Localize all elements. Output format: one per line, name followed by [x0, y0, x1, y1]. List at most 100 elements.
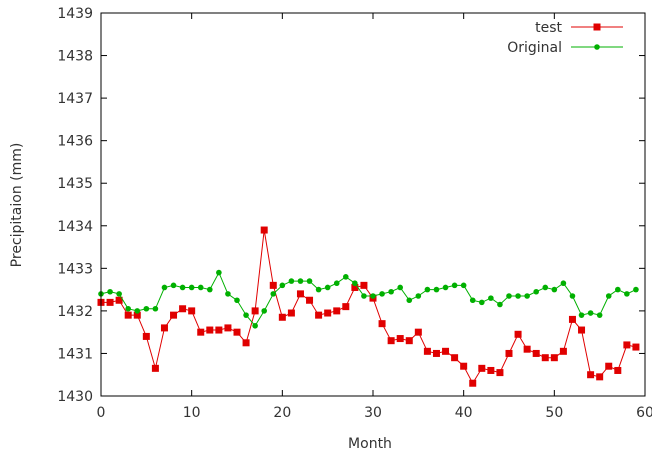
data-point-test: [523, 345, 531, 353]
y-tick-label: 1435: [57, 176, 93, 192]
y-tick-label: 1431: [57, 346, 93, 362]
data-point-test: [378, 320, 386, 328]
data-point-original: [578, 312, 585, 318]
data-point-test: [387, 337, 395, 345]
y-tick-label: 1432: [57, 304, 93, 320]
data-point-test: [432, 349, 440, 357]
data-point-test: [532, 349, 540, 357]
x-tick-label: 30: [364, 405, 382, 421]
data-point-original: [324, 284, 331, 291]
data-point-original: [134, 308, 141, 314]
data-point-test: [505, 349, 513, 357]
data-point-test: [550, 354, 558, 362]
data-point-test: [197, 328, 205, 336]
x-tick-label: 20: [273, 405, 291, 421]
data-point-original: [315, 286, 322, 293]
data-point-original: [270, 291, 277, 297]
data-point-test: [278, 313, 286, 321]
data-point-test: [106, 298, 114, 306]
data-point-test: [568, 315, 576, 323]
data-point-test: [224, 324, 232, 332]
data-point-test: [142, 332, 150, 340]
x-tick-label: 60: [636, 405, 652, 421]
data-point-test: [405, 337, 413, 345]
data-point-test: [514, 330, 522, 338]
data-point-original: [279, 282, 286, 289]
data-point-test: [596, 373, 604, 381]
x-tick-label: 0: [97, 405, 106, 421]
data-point-original: [406, 297, 413, 304]
data-point-test: [460, 362, 468, 370]
data-point-test: [188, 307, 196, 315]
y-tick-label: 1434: [57, 219, 93, 235]
data-point-original: [415, 293, 422, 299]
data-point-original: [343, 274, 349, 280]
data-point-test: [414, 328, 422, 336]
data-point-test: [360, 281, 368, 289]
data-point-original: [388, 288, 394, 295]
data-point-original: [433, 286, 440, 293]
data-point-original: [587, 310, 594, 316]
data-point-test: [632, 343, 640, 351]
data-point-test: [179, 305, 187, 313]
data-point-test: [296, 290, 304, 298]
data-point-test: [478, 364, 486, 372]
data-point-original: [379, 291, 385, 297]
data-point-test: [333, 307, 341, 315]
data-point-original: [524, 293, 530, 299]
data-point-test: [605, 362, 613, 370]
axis-ticks: [100, 12, 646, 397]
data-point-original: [560, 280, 567, 287]
data-point-test: [324, 309, 332, 317]
data-point-test: [396, 335, 404, 343]
data-point-original: [216, 269, 222, 276]
data-point-original: [352, 280, 358, 287]
y-tick-label: 1436: [57, 134, 93, 150]
data-point-original: [624, 291, 630, 297]
x-tick-label: 50: [545, 405, 563, 421]
legend-marker-original: [594, 44, 600, 50]
y-tick-label: 1430: [57, 389, 93, 405]
data-point-original: [479, 299, 485, 306]
legend-label-original: Original: [507, 40, 562, 56]
data-point-test: [623, 341, 631, 349]
data-point-test: [315, 311, 323, 319]
data-point-original: [633, 286, 639, 293]
data-point-test: [541, 354, 549, 362]
data-point-test: [133, 311, 141, 319]
data-point-test: [215, 326, 223, 334]
data-point-original: [515, 293, 521, 299]
data-point-test: [496, 369, 504, 377]
legend-marker-test: [593, 23, 601, 31]
data-point-original: [252, 322, 258, 329]
legend: test Original: [507, 20, 623, 56]
data-point-original: [596, 312, 603, 318]
data-point-test: [442, 347, 450, 355]
data-point-test: [469, 379, 477, 387]
data-point-original: [207, 286, 213, 293]
data-point-original: [605, 293, 612, 299]
y-tick-label: 1433: [57, 261, 93, 277]
data-point-original: [569, 293, 576, 299]
data-point-original: [506, 293, 512, 299]
data-point-original: [424, 286, 431, 293]
data-point-test: [487, 366, 495, 374]
data-point-original: [297, 278, 304, 284]
y-tick-label: 1439: [57, 6, 93, 22]
data-point-original: [333, 280, 340, 287]
data-point-test: [614, 366, 622, 374]
data-point-original: [261, 308, 268, 314]
data-point-original: [288, 278, 295, 284]
data-point-test: [206, 326, 214, 334]
x-axis-label: Month: [348, 436, 392, 452]
data-point-original: [116, 291, 122, 297]
data-point-test: [559, 347, 567, 355]
data-point-test: [342, 303, 350, 311]
data-point-test: [587, 371, 595, 379]
data-point-original: [161, 284, 168, 291]
data-point-original: [197, 284, 204, 291]
data-point-test: [233, 328, 241, 336]
data-point-original: [460, 282, 467, 289]
data-point-original: [542, 284, 549, 291]
